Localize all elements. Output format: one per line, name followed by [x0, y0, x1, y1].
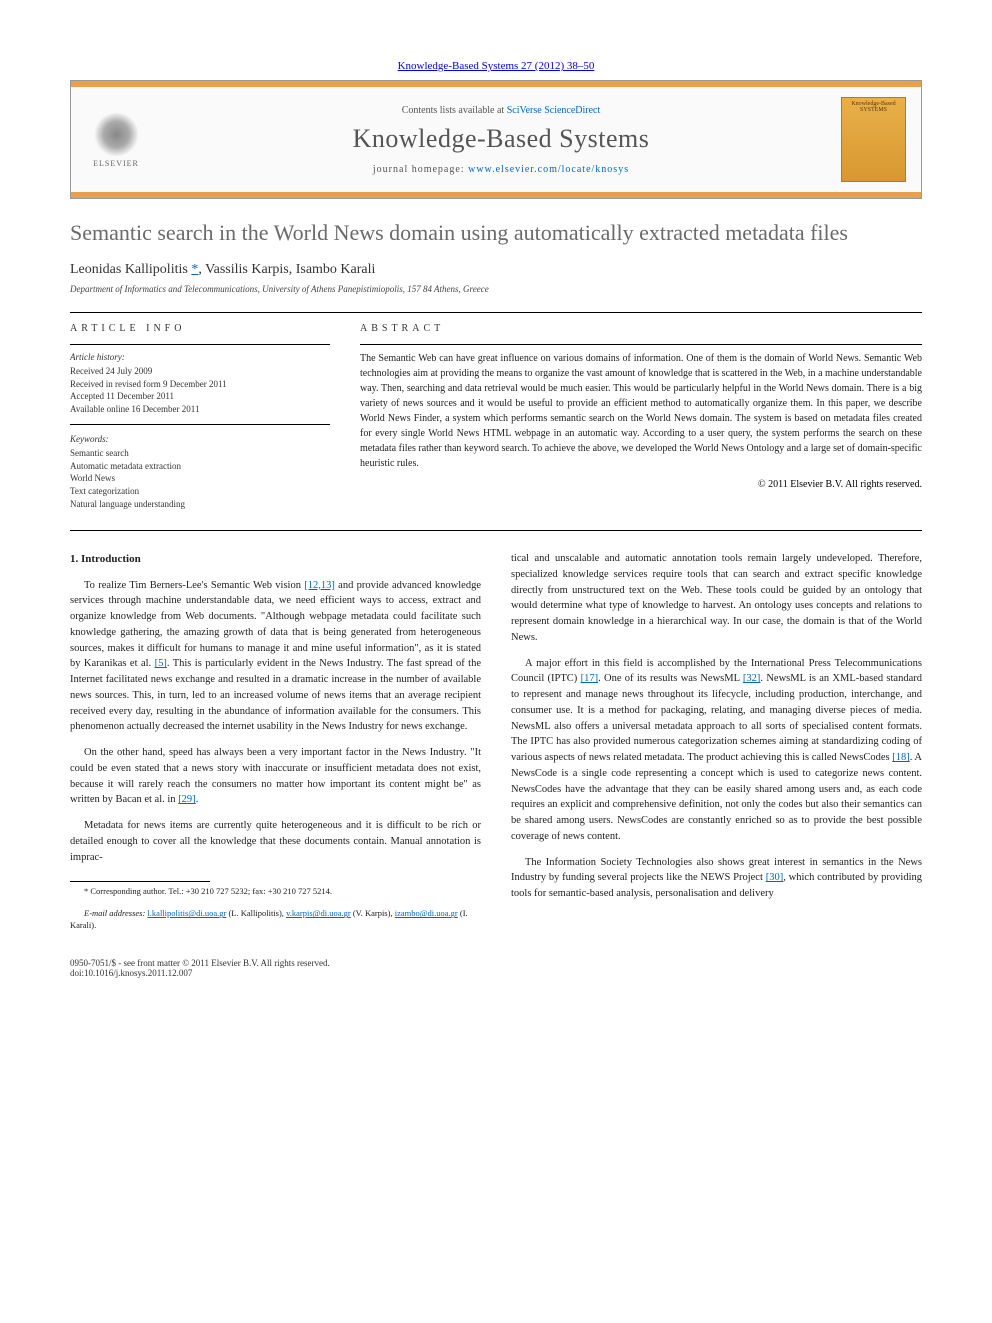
p1-a: To realize Tim Berners-Lee's Semantic We… [84, 580, 304, 591]
elsevier-logo: ELSEVIER [86, 107, 146, 172]
page-footer: 0950-7051/$ - see front matter © 2011 El… [70, 958, 922, 978]
email-name-2: (V. Karpis), [353, 908, 393, 918]
divider-bottom [70, 530, 922, 531]
header-content-row: ELSEVIER Contents lists available at Sci… [71, 87, 921, 192]
body-column-right: tical and unscalable and automatic annot… [511, 551, 922, 942]
cover-text: Knowledge-Based SYSTEMS [851, 101, 895, 113]
authors-line: Leonidas Kallipolitis *, Vassilis Karpis… [70, 262, 922, 278]
abstract-column: ABSTRACT The Semantic Web can have great… [360, 323, 922, 511]
intro-p1: To realize Tim Berners-Lee's Semantic We… [70, 578, 481, 736]
intro-p3: Metadata for news items are currently qu… [70, 818, 481, 865]
email-label: E-mail addresses: [84, 908, 145, 918]
footnote-divider [70, 881, 210, 882]
email-name-1: (L. Kallipolitis), [228, 908, 283, 918]
author-3: Isambo Karali [296, 262, 376, 277]
author-sep-2: , [289, 262, 296, 277]
journal-cover-thumbnail: Knowledge-Based SYSTEMS [841, 97, 906, 182]
ref-30[interactable]: [30] [766, 872, 784, 883]
elsevier-tree-icon [94, 112, 139, 157]
email-link-1[interactable]: l.kallipolitis@di.uoa.gr [147, 908, 226, 918]
affiliation: Department of Informatics and Telecommun… [70, 284, 922, 294]
elsevier-label: ELSEVIER [93, 159, 139, 168]
keyword-0: Semantic search [70, 447, 330, 460]
homepage-link[interactable]: www.elsevier.com/locate/knosys [468, 164, 629, 175]
journal-homepage-line: journal homepage: www.elsevier.com/locat… [161, 164, 841, 175]
citation-line: Knowledge-Based Systems 27 (2012) 38–50 [70, 60, 922, 72]
page-container: Knowledge-Based Systems 27 (2012) 38–50 … [0, 0, 992, 1018]
col2-p1: tical and unscalable and automatic annot… [511, 551, 922, 646]
author-1: Leonidas Kallipolitis [70, 262, 188, 277]
email-link-3[interactable]: izambo@di.uoa.gr [395, 908, 458, 918]
abstract-text: The Semantic Web can have great influenc… [360, 351, 922, 471]
ref-32[interactable]: [32] [743, 673, 761, 684]
divider-top [70, 312, 922, 313]
p2-a: On the other hand, speed has always been… [70, 747, 481, 805]
info-abstract-row: ARTICLE INFO Article history: Received 2… [70, 323, 922, 511]
ref-17[interactable]: [17] [581, 673, 599, 684]
email-link-2[interactable]: v.karpis@di.uoa.gr [286, 908, 351, 918]
footer-left: 0950-7051/$ - see front matter © 2011 El… [70, 958, 330, 978]
article-info-label: ARTICLE INFO [70, 323, 330, 334]
corresponding-author-footnote: * Corresponding author. Tel.: +30 210 72… [70, 886, 481, 898]
info-divider-1 [70, 344, 330, 345]
keyword-3: Text categorization [70, 485, 330, 498]
history-line-0: Received 24 July 2009 [70, 365, 330, 378]
ref-5[interactable]: [5] [155, 658, 167, 669]
body-column-left: 1. Introduction To realize Tim Berners-L… [70, 551, 481, 942]
keywords-heading: Keywords: [70, 433, 330, 446]
contents-available-line: Contents lists available at SciVerse Sci… [161, 105, 841, 116]
sciencedirect-link[interactable]: SciVerse ScienceDirect [507, 105, 601, 116]
col2-p3: The Information Society Technologies als… [511, 855, 922, 902]
ref-29[interactable]: [29] [178, 794, 196, 805]
p2-b: . [196, 794, 199, 805]
homepage-prefix: journal homepage: [373, 164, 468, 175]
keyword-4: Natural language understanding [70, 498, 330, 511]
ref-18[interactable]: [18] [892, 752, 910, 763]
keyword-2: World News [70, 472, 330, 485]
ref-12-13[interactable]: [12,13] [304, 580, 335, 591]
history-line-3: Available online 16 December 2011 [70, 403, 330, 416]
citation-link[interactable]: Knowledge-Based Systems 27 (2012) 38–50 [398, 60, 595, 72]
c2p2-d: . A NewsCode is a single code representi… [511, 752, 922, 842]
header-center: Contents lists available at SciVerse Sci… [161, 105, 841, 175]
history-line-2: Accepted 11 December 2011 [70, 390, 330, 403]
header-accent-bar-bottom [71, 192, 921, 198]
c2p2-b: . One of its results was NewsML [598, 673, 743, 684]
contents-prefix: Contents lists available at [402, 105, 507, 116]
abstract-copyright: © 2011 Elsevier B.V. All rights reserved… [360, 479, 922, 490]
keyword-1: Automatic metadata extraction [70, 460, 330, 473]
history-heading: Article history: [70, 351, 330, 364]
email-footnote: E-mail addresses: l.kallipolitis@di.uoa.… [70, 908, 481, 932]
article-info-column: ARTICLE INFO Article history: Received 2… [70, 323, 330, 511]
p1-b: and provide advanced knowledge services … [70, 580, 481, 670]
journal-header: ELSEVIER Contents lists available at Sci… [70, 80, 922, 199]
journal-name: Knowledge-Based Systems [161, 124, 841, 154]
col2-p2: A major effort in this field is accompli… [511, 656, 922, 845]
issn-line: 0950-7051/$ - see front matter © 2011 El… [70, 958, 330, 968]
article-title: Semantic search in the World News domain… [70, 219, 922, 248]
p1-c: . This is particularly evident in the Ne… [70, 658, 481, 732]
body-two-column: 1. Introduction To realize Tim Berners-L… [70, 551, 922, 942]
abstract-divider [360, 344, 922, 345]
article-history-block: Article history: Received 24 July 2009 R… [70, 351, 330, 511]
abstract-label: ABSTRACT [360, 323, 922, 334]
intro-p2: On the other hand, speed has always been… [70, 745, 481, 808]
doi-line: doi:10.1016/j.knosys.2011.12.007 [70, 968, 330, 978]
c2p2-c: . NewsML is an XML-based standard to rep… [511, 673, 922, 763]
intro-heading: 1. Introduction [70, 551, 481, 568]
history-line-1: Received in revised form 9 December 2011 [70, 378, 330, 391]
author-2: Vassilis Karpis [205, 262, 289, 277]
info-divider-2 [70, 424, 330, 425]
